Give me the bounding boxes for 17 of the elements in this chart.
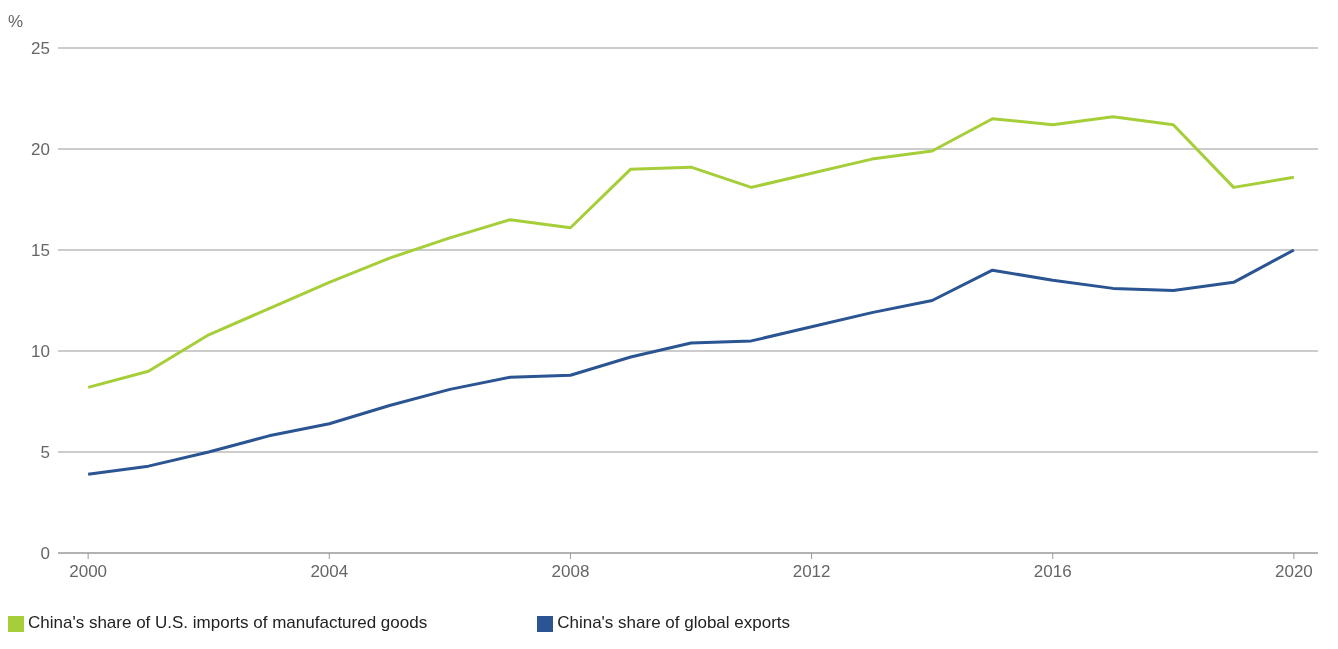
x-tick-label: 2020 — [1274, 562, 1313, 582]
y-tick-label: 0 — [40, 544, 50, 564]
legend-label: China's share of U.S. imports of manufactured goods — [28, 613, 428, 632]
x-tick-label: 2012 — [792, 562, 831, 582]
y-axis-title: % — [8, 12, 24, 32]
legend-label: China's share of global exports — [557, 613, 791, 632]
line-series — [86, 115, 1296, 389]
x-tick-label: 2016 — [1033, 562, 1072, 582]
y-tick-label: 15 — [31, 241, 50, 261]
x-tick-label: 2000 — [69, 562, 108, 582]
y-tick-label: 25 — [31, 39, 50, 59]
y-tick-label: 20 — [31, 140, 50, 160]
y-tick-label: 10 — [31, 342, 50, 362]
y-tick-label: 5 — [40, 443, 50, 463]
line-series — [86, 248, 1296, 476]
x-tick-label: 2004 — [310, 562, 349, 582]
x-tick-label: 2008 — [551, 562, 590, 582]
